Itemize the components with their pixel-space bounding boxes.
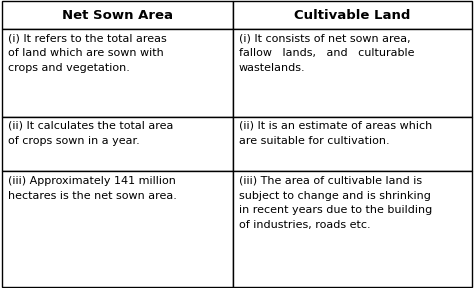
Text: (iii) The area of cultivable land is
subject to change and is shrinking
in recen: (iii) The area of cultivable land is sub…	[239, 176, 432, 230]
Text: (ii) It is an estimate of areas which
are suitable for cultivation.: (ii) It is an estimate of areas which ar…	[239, 121, 432, 146]
Text: Cultivable Land: Cultivable Land	[294, 9, 410, 22]
Bar	[233, 171, 472, 287]
Text: (i) It consists of net sown area,
fallow   lands,   and   culturable
wastelands.: (i) It consists of net sown area, fallow…	[239, 33, 414, 73]
Text: (i) It refers to the total areas
of land which are sown with
crops and vegetatio: (i) It refers to the total areas of land…	[8, 33, 167, 73]
Bar	[233, 117, 472, 171]
Bar	[2, 171, 233, 287]
Bar	[233, 1, 472, 29]
Text: (iii) Approximately 141 million
hectares is the net sown area.: (iii) Approximately 141 million hectares…	[8, 176, 177, 200]
Bar	[2, 1, 233, 29]
Bar	[2, 117, 233, 171]
Bar	[233, 29, 472, 117]
Text: Net Sown Area: Net Sown Area	[62, 9, 173, 22]
Bar	[2, 29, 233, 117]
Text: (ii) It calculates the total area
of crops sown in a year.: (ii) It calculates the total area of cro…	[8, 121, 173, 146]
